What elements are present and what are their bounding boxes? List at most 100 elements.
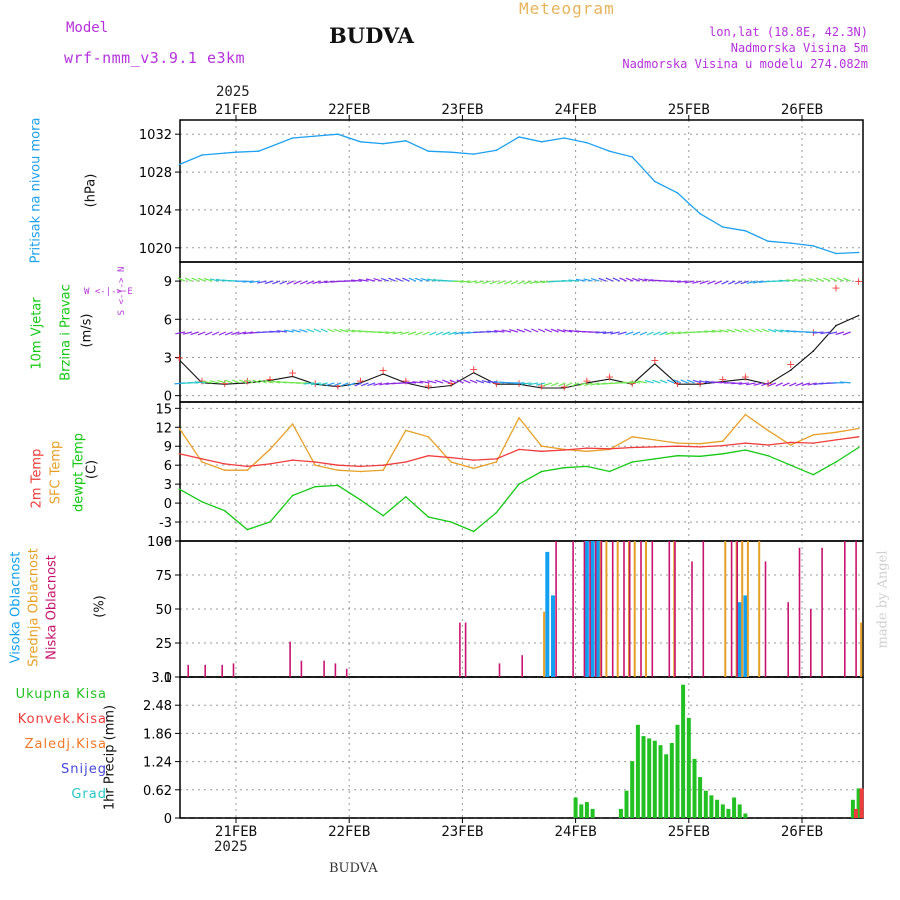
wind-direction-arrow [598,277,607,282]
wind-direction-arrow [257,280,267,284]
dewpoint-line-point [427,516,430,518]
precip-bar [715,799,720,818]
precip-bar [647,738,652,818]
wind-direction-arrow [734,280,743,285]
wind-direction-arrow [175,331,186,335]
wind-direction-arrow [711,329,722,333]
wind-direction-arrow [707,280,716,285]
cloud-bar [737,602,742,677]
pressure-line-point [382,142,385,145]
wind-direction-arrow [501,329,512,333]
temp-2m-line-point [608,448,611,450]
wind-direction-arrow [823,277,831,282]
wind-direction-arrow [632,331,641,336]
temp-label-2m: 2m Temp [29,448,45,509]
wind-direction-arrow [625,331,634,336]
elevation-label: Nadmorska Visina 5m [730,41,868,55]
wind-direction-arrow [740,280,749,285]
wind-gust-line-point [676,383,679,386]
dewpoint-line-point [835,461,837,463]
day-label-top: 21FEB [215,102,257,118]
wind-gust-line-point [223,383,226,386]
panel-frame [179,401,864,542]
precip-bar [618,808,623,818]
wind-direction-arrow [721,280,729,285]
temp-2m-line-point [744,442,747,444]
sfc-temp-line-point [835,431,837,434]
wind-direction-arrow [177,277,186,282]
wind-direction-arrow [299,328,308,333]
pressure-line-point [450,151,452,153]
wind-direction-arrow [677,280,688,283]
wind-speed-marker: + [673,377,682,390]
y-tick-label: 1020 [139,242,172,257]
wind-direction-arrow [801,382,811,387]
wind-direction-arrow [520,382,532,385]
temp-2m-line-point [178,453,181,455]
wind-direction-arrow [422,331,430,336]
wind-direction-arrow [639,331,648,336]
temp-2m-line-point [767,444,769,446]
y-tick-label: 9 [164,275,172,290]
cloud-bar [204,664,206,677]
wind-direction-arrow [568,279,580,282]
wind-direction-arrow [529,280,539,285]
wind-direction-arrow [454,331,464,335]
y-tick-label: 1.86 [143,727,172,742]
precip-bar [664,754,669,818]
wind-direction-arrow [528,382,539,386]
dewpoint-line-point [540,470,543,473]
cloud-bar [589,541,591,677]
wind-direction-arrow [562,329,573,333]
wind-direction-arrow [385,331,396,334]
wind-direction-arrow [276,330,288,333]
wind-direction-arrow [503,280,512,285]
wind-direction-arrow [646,331,654,336]
wind-direction-arrow [745,382,756,386]
wind-direction-arrow [194,381,206,384]
cloud-bar [334,663,337,677]
wind-direction-arrow [264,379,274,384]
wind-direction-arrow [584,382,593,387]
temp-2m-line-point [654,446,656,448]
wind-direction-arrow [326,382,335,386]
precip-bar [850,799,855,818]
wind-direction-arrow [698,380,709,384]
wind-direction-arrow [605,277,614,282]
wind-direction-arrow [306,328,315,333]
day-label-bottom: 25FEB [668,824,710,840]
wind-direction-arrow [204,331,213,336]
cloud-bar [645,541,647,677]
cloud-bar [674,541,676,677]
wind-direction-arrow [666,379,675,384]
dewpoint-line-point [201,501,203,503]
wind-speed-marker: + [401,374,410,387]
precip-bar [635,724,640,818]
wind-direction-arrow [299,280,308,285]
wind-gust-line-point [608,378,611,380]
cloud-bar [810,609,812,677]
wind-gust-line-point [178,359,181,361]
wind-direction-arrow [789,382,797,387]
wind-direction-arrow [469,379,478,384]
precip-bar [737,804,742,818]
coords-label: lon,lat (18.8E, 42.3N) [709,25,868,39]
day-label-top: 25FEB [668,102,710,118]
wind-direction-arrow [333,382,342,387]
wind-direction-arrow [211,331,220,336]
page-title: BUDVA [329,23,414,48]
precip-legend-freezing: Zaledj.Kisa [24,737,107,752]
dewpoint-line-point [382,514,385,517]
wind-direction-arrow [704,330,715,333]
temp-2m-line-point [540,450,543,453]
pressure-line-point [699,212,701,215]
temp-2m-line-point [246,465,249,468]
wind-direction-arrow [197,277,206,282]
cloud-bar [860,622,863,677]
wind-direction-arrow [704,380,715,384]
precip-bar [641,736,646,818]
wind-direction-arrow [543,382,553,387]
wind-direction-arrow [487,380,498,384]
wind-direction-arrow [808,277,817,282]
pressure-line-point [178,163,181,166]
